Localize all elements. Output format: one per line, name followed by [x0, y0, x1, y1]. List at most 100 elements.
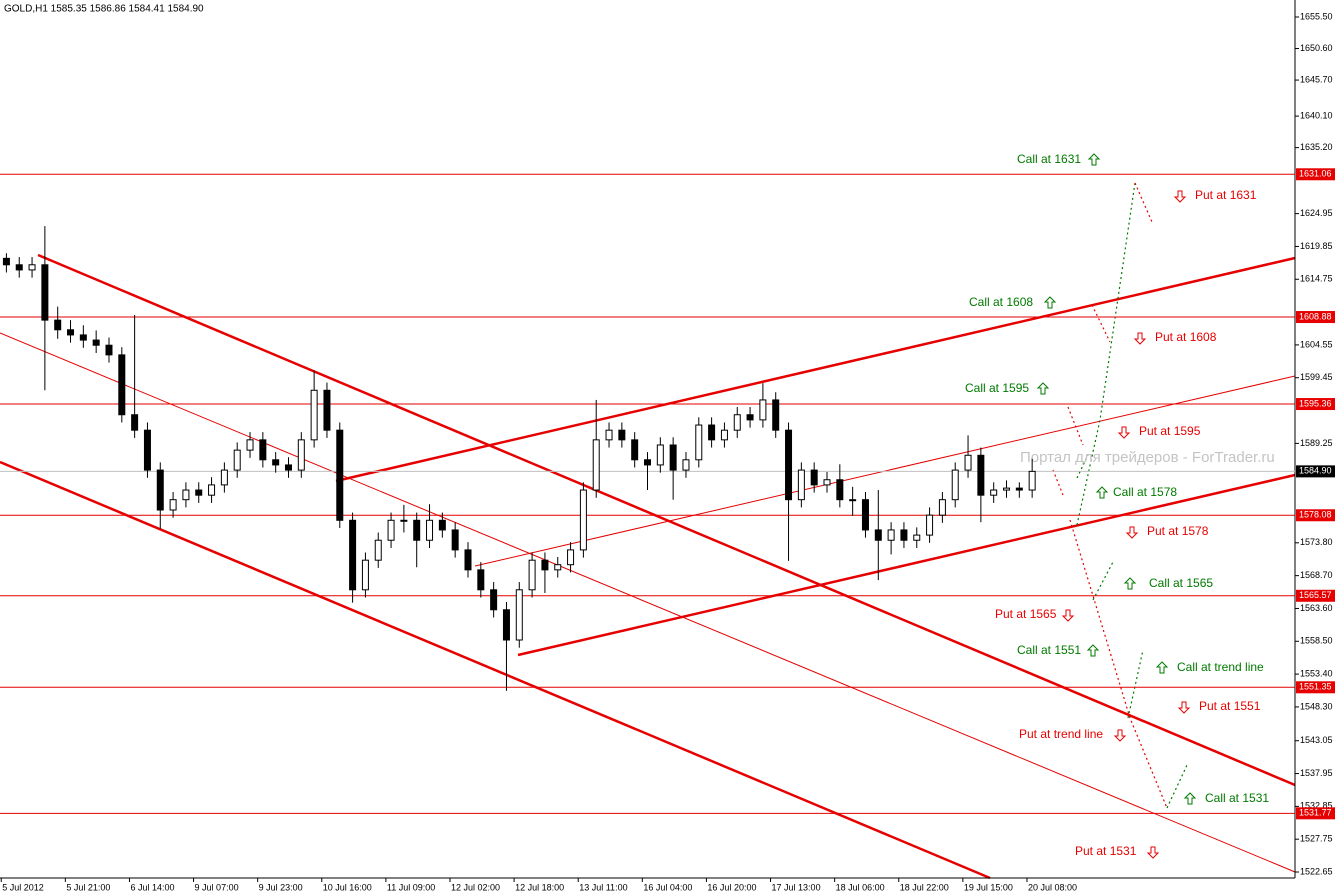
candle-body	[913, 534, 921, 541]
level-box	[1296, 807, 1335, 820]
candle-body	[2, 257, 10, 266]
candle-body	[605, 429, 613, 441]
candle-body	[554, 564, 562, 571]
annotation-arrow	[1123, 577, 1137, 590]
candle-body	[900, 529, 908, 541]
candle-body	[759, 399, 767, 421]
candle-body	[938, 499, 946, 516]
annotation-label: Put at trend line	[1019, 727, 1103, 741]
candle-body	[143, 429, 151, 471]
candle-body	[926, 514, 934, 536]
y-tick-label: 1558.50	[1300, 636, 1333, 646]
x-tick-label: 9 Jul 23:00	[259, 882, 303, 892]
trend-line	[517, 473, 1296, 657]
candle-body	[810, 469, 818, 486]
annotation-label: Call at 1565	[1149, 576, 1213, 590]
candle-body	[387, 519, 395, 541]
annotation: Call at 1531	[1183, 791, 1269, 805]
candle-body	[79, 334, 87, 341]
level-box	[1296, 311, 1335, 324]
candle-body	[400, 519, 408, 522]
forecast-path	[1067, 406, 1084, 446]
candle-body	[361, 559, 369, 591]
annotation-label: Put at 1578	[1147, 524, 1209, 538]
annotation-label: Put at 1551	[1199, 699, 1261, 713]
annotation: Call at trend line	[1155, 660, 1264, 674]
annotation-label: Call at 1578	[1113, 485, 1177, 499]
candle-body	[67, 329, 75, 336]
annotation-label: Call at 1631	[1017, 152, 1081, 166]
current-price-label: 1584.90	[1299, 466, 1332, 476]
y-tick-label: 1537.95	[1300, 768, 1333, 778]
y-tick-label: 1563.60	[1300, 603, 1333, 613]
chart-title: GOLD,H1 1585.35 1586.86 1584.41 1584.90	[4, 4, 204, 15]
y-tick-label: 1522.65	[1300, 866, 1333, 876]
y-tick-label: 1635.20	[1300, 142, 1333, 152]
x-tick-label: 12 Jul 18:00	[515, 882, 564, 892]
x-tick-label: 13 Jul 11:00	[579, 882, 627, 892]
candle-body	[41, 264, 49, 321]
forecast-path	[1069, 519, 1168, 809]
candle-body	[785, 429, 793, 501]
candle-body	[733, 414, 741, 431]
candle-body	[451, 529, 459, 551]
level-label: 1608.88	[1299, 311, 1332, 321]
x-tick-label: 18 Jul 06:00	[836, 882, 885, 892]
candle-body	[515, 589, 523, 641]
forecast-path	[1166, 762, 1189, 809]
y-tick-label: 1604.55	[1300, 339, 1333, 349]
annotation-arrow	[1043, 296, 1057, 309]
candle-body	[323, 389, 331, 431]
x-tick-label: 9 Jul 07:00	[195, 882, 239, 892]
candle-body	[720, 429, 728, 441]
forecast-path	[1134, 182, 1153, 223]
annotation-label: Call at 1531	[1205, 791, 1269, 805]
annotation-arrow	[1086, 644, 1100, 657]
current-price-box	[1296, 465, 1335, 478]
candle-body	[990, 489, 998, 496]
trend-line	[0, 332, 1296, 873]
candle-body	[182, 489, 190, 501]
trend-line	[37, 253, 1296, 787]
annotation-arrow	[1146, 846, 1160, 859]
candle-body	[644, 459, 651, 466]
annotation: Put at 1608	[1133, 330, 1217, 345]
y-tick-label: 1553.40	[1300, 668, 1333, 678]
annotation-label: Call at 1551	[1017, 643, 1081, 657]
y-tick-label: 1527.75	[1300, 834, 1333, 844]
y-tick-label: 1548.30	[1300, 701, 1333, 711]
candle-body	[297, 439, 305, 471]
y-tick-label: 1619.85	[1300, 241, 1333, 251]
candle-body	[310, 389, 318, 441]
candle-body	[272, 459, 280, 466]
y-tick-label: 1655.50	[1300, 11, 1333, 21]
trend-line	[335, 256, 1296, 483]
candle-body	[618, 429, 626, 441]
candle-body	[772, 399, 780, 431]
forecast-paths	[1052, 182, 1189, 809]
level-box	[1296, 509, 1335, 522]
forecast-path	[1091, 304, 1111, 343]
candle-body	[823, 479, 831, 486]
y-tick-label: 1624.95	[1300, 208, 1333, 218]
candle-body	[490, 589, 498, 611]
annotation-arrow	[1155, 661, 1169, 674]
x-tick-label: 18 Jul 22:00	[900, 882, 949, 892]
candle-body	[284, 464, 292, 471]
x-tick-label: 19 Jul 15:00	[964, 882, 1013, 892]
candle-body	[887, 529, 895, 541]
annotation-label: Put at 1565	[995, 607, 1057, 621]
annotation-label: Call at trend line	[1177, 660, 1264, 674]
candle-body	[349, 519, 357, 591]
annotation: Call at 1578	[1095, 485, 1177, 499]
y-tick-label: 1614.75	[1300, 274, 1333, 284]
annotation: Call at 1631	[1017, 152, 1101, 166]
forecast-path	[1076, 454, 1089, 479]
y-tick-label: 1532.85	[1300, 801, 1333, 811]
candle-body	[682, 459, 690, 471]
annotation-arrow	[1183, 792, 1197, 805]
candle-body	[208, 484, 216, 496]
candle-body	[1003, 487, 1011, 491]
annotation-arrow	[1095, 486, 1109, 499]
annotation: Put at 1565	[995, 607, 1075, 622]
